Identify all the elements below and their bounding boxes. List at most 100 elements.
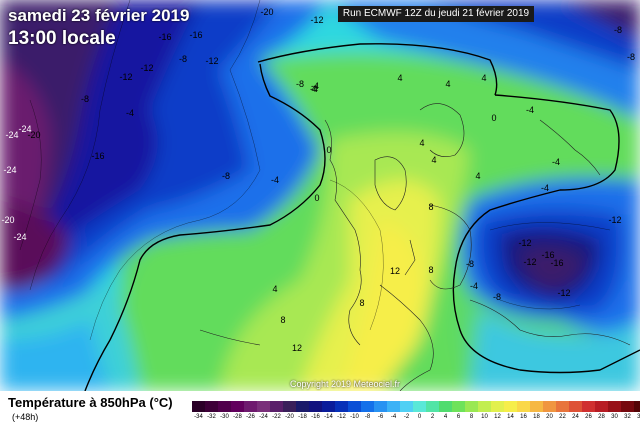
color-swatch <box>491 401 504 412</box>
scale-tick-label: 0 <box>417 414 422 420</box>
isotherm-label: 0 <box>314 193 320 203</box>
color-swatch <box>478 401 491 412</box>
color-swatch <box>556 401 569 412</box>
isotherm-label: -12 <box>205 56 219 66</box>
scale-tick-label: -2 <box>403 414 410 420</box>
forecast-date: samedi 23 février 2019 <box>8 6 190 25</box>
scale-tick-label: -16 <box>311 414 320 420</box>
isotherm-label: -12 <box>518 238 532 248</box>
scale-tick-label: -12 <box>337 414 346 420</box>
isotherm-label: -16 <box>189 30 203 40</box>
legend-title: Température à 850hPa (°C) <box>8 395 173 410</box>
scale-tick-label: -30 <box>220 414 229 420</box>
scale-tick-label: -20 <box>285 414 294 420</box>
isotherm-label: -24 <box>5 130 19 140</box>
color-swatch <box>621 401 634 412</box>
isotherm-label: -4 <box>525 105 535 115</box>
isotherm-label: -4 <box>309 84 319 94</box>
scale-tick-label: -8 <box>364 414 371 420</box>
isotherm-label: -12 <box>310 15 324 25</box>
scale-tick-label: 16 <box>520 414 527 420</box>
isotherm-label: 8 <box>428 202 434 212</box>
isotherm-label: -8 <box>295 79 305 89</box>
isotherm-label: -4 <box>125 108 135 118</box>
coastline <box>199 103 631 391</box>
color-swatch <box>257 401 270 412</box>
scale-tick-label: -26 <box>246 414 255 420</box>
isotherm-label: 8 <box>280 315 286 325</box>
color-swatch <box>244 401 257 412</box>
isotherm-label: 4 <box>311 84 317 94</box>
color-swatch <box>205 401 218 412</box>
color-swatch <box>582 401 595 412</box>
color-swatch <box>634 401 640 412</box>
model-run-label: Run ECMWF 12Z du jeudi 21 février 2019 <box>338 6 534 22</box>
scale-tick-label: 26 <box>585 414 592 420</box>
isotherm-label: 4 <box>475 171 481 181</box>
scale-tick-label: 30 <box>611 414 618 420</box>
isotherm-label: -8 <box>492 292 502 302</box>
scale-tick-label: 14 <box>507 414 514 420</box>
isotherm-label: -8 <box>221 171 231 181</box>
isotherm-label: -4 <box>270 175 280 185</box>
color-scale-ticks: -34 -32 -30 -28 -26 -24 -22 -20 -18 -16 -14 -12 -10-… <box>192 414 640 424</box>
isotherm-label: 4 <box>481 73 487 83</box>
isotherm-label: 4 <box>419 138 425 148</box>
scale-tick-label: 20 <box>546 414 553 420</box>
copyright-text: Copyright 2019 Meteociel.fr <box>290 379 401 389</box>
scale-tick-label: 28 <box>598 414 605 420</box>
color-swatch <box>439 401 452 412</box>
isotherm-label: -16 <box>550 258 564 268</box>
scale-tick-label: -28 <box>233 414 242 420</box>
color-swatch <box>530 401 543 412</box>
scale-tick-label: 18 <box>533 414 540 420</box>
color-swatch <box>569 401 582 412</box>
scale-tick-label: -34 <box>194 414 203 420</box>
isotherm-label: -12 <box>140 63 154 73</box>
isotherm-label: -24 <box>3 165 17 175</box>
scale-tick-label: 24 <box>572 414 579 420</box>
color-swatch <box>413 401 426 412</box>
isotherm-label: -16 <box>91 151 105 161</box>
legend-subtitle: (+48h) <box>12 412 39 422</box>
isotherm-label: -16 <box>158 32 172 42</box>
scale-tick-label: 10 <box>481 414 488 420</box>
color-swatch <box>504 401 517 412</box>
isotherm-label: 12 <box>291 343 303 353</box>
scale-tick-label: -4 <box>390 414 397 420</box>
isotherm-label: -8 <box>465 259 475 269</box>
color-swatch <box>543 401 556 412</box>
scale-tick-label: 22 <box>559 414 566 420</box>
isotherm-label: -24 <box>13 232 27 242</box>
isotherm-label: 4 <box>431 155 437 165</box>
scale-tick-label: -10 <box>350 414 359 420</box>
isotherm-label: -12 <box>523 257 537 267</box>
color-swatch <box>517 401 530 412</box>
color-swatch <box>452 401 465 412</box>
color-swatch <box>387 401 400 412</box>
scale-tick-label: -22 <box>272 414 281 420</box>
isotherm-label: -20 <box>1 215 15 225</box>
color-swatch <box>426 401 439 412</box>
color-swatch <box>348 401 361 412</box>
scale-tick-label: 12 <box>494 414 501 420</box>
contour-lines <box>19 0 611 341</box>
color-swatch <box>465 401 478 412</box>
color-swatch <box>270 401 283 412</box>
isotherm-label: -12 <box>119 72 133 82</box>
scale-tick-label: 4 <box>443 414 448 420</box>
scale-tick-label: 2 <box>430 414 435 420</box>
isotherm-label: -20 <box>27 130 41 140</box>
scale-tick-label: -24 <box>259 414 268 420</box>
scale-tick-label: -14 <box>324 414 333 420</box>
isotherm-label: -20 <box>260 7 274 17</box>
isotherm-label: -8 <box>626 52 636 62</box>
color-swatch <box>283 401 296 412</box>
isotherm-label: 4 <box>445 79 451 89</box>
color-swatch <box>361 401 374 412</box>
map-canvas <box>0 0 640 391</box>
isotherm-label: -12 <box>608 215 622 225</box>
isotherm-label: 4 <box>272 284 278 294</box>
color-swatch <box>595 401 608 412</box>
